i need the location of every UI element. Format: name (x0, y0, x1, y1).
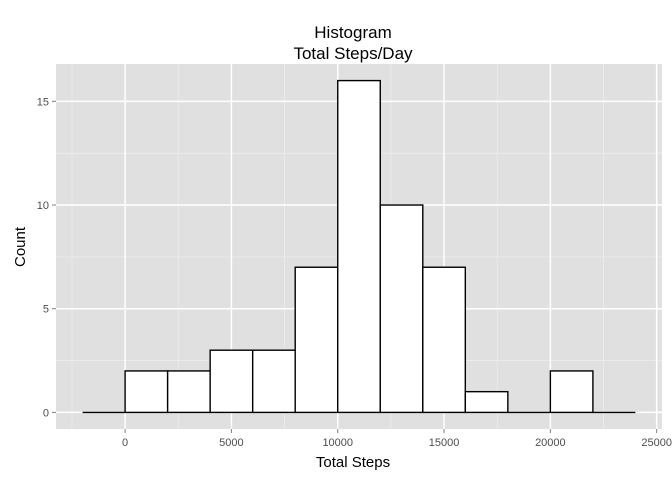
histogram-bars (82, 79, 636, 414)
y-tick-label: 0 (43, 407, 49, 419)
x-tick-label: 0 (122, 437, 128, 449)
y-axis-ticks: 0 5 10 15 (37, 96, 56, 419)
histogram-bar (294, 266, 339, 414)
histogram-bar (124, 370, 169, 414)
histogram-bar (251, 349, 296, 414)
x-tick-label: 10000 (322, 437, 353, 449)
histogram-bar (166, 370, 211, 414)
x-tick-label: 15000 (429, 437, 460, 449)
x-axis-ticks: 0 5000 10000 15000 20000 25000 (122, 429, 672, 449)
x-tick-label: 5000 (219, 437, 243, 449)
y-tick-label: 15 (37, 96, 49, 108)
y-axis-label: Count (12, 226, 29, 267)
y-tick-label: 10 (37, 200, 49, 212)
histogram-bar (337, 79, 381, 414)
histogram-bar (422, 266, 467, 414)
histogram-bar (549, 370, 594, 414)
histogram-bar (209, 349, 254, 414)
y-tick-label: 5 (43, 304, 49, 316)
x-tick-label: 20000 (535, 437, 566, 449)
x-axis-label: Total Steps (316, 454, 390, 471)
chart-title-line-1: Histogram (314, 23, 391, 42)
x-tick-label: 25000 (641, 437, 672, 449)
chart-title-line-2: Total Steps/Day (293, 44, 413, 63)
histogram-bar (464, 390, 509, 414)
histogram-bar (379, 204, 424, 414)
